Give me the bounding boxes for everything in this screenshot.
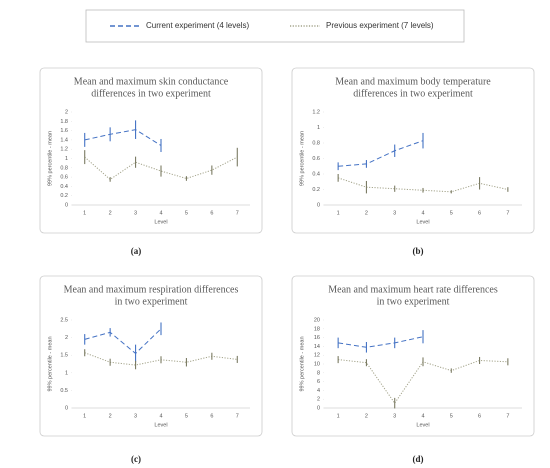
y-tick-label: 1.2 (312, 109, 320, 115)
x-tick-label: 5 (450, 413, 453, 419)
y-tick-label: 0.4 (60, 184, 68, 190)
y-tick-label: 0.4 (312, 171, 320, 177)
x-tick-label: 6 (478, 210, 481, 216)
y-tick-label: 10 (314, 361, 320, 367)
x-tick-label: 5 (450, 210, 453, 216)
chart-title: differences in two experiment (91, 88, 211, 99)
x-tick-label: 4 (159, 413, 162, 419)
x-tick-label: 2 (365, 413, 368, 419)
y-tick-label: 0 (65, 405, 68, 411)
x-tick-label: 7 (506, 210, 509, 216)
y-tick-label: 1 (317, 125, 320, 131)
x-axis-label: Level (416, 219, 429, 225)
y-tick-label: 2 (317, 397, 320, 403)
x-tick-label: 7 (236, 210, 239, 216)
y-tick-label: 0 (317, 202, 320, 208)
y-tick-label: 12 (314, 353, 320, 359)
y-axis-label: 99% percentile - mean (299, 336, 305, 391)
y-tick-label: 0.2 (312, 187, 320, 193)
x-tick-label: 5 (185, 413, 188, 419)
caption: (d) (413, 454, 424, 464)
y-tick-label: 1 (65, 156, 68, 162)
y-tick-label: 2.5 (60, 317, 68, 323)
x-axis-label: Level (154, 422, 167, 428)
panel (291, 275, 535, 437)
y-tick-label: 0.8 (312, 140, 320, 146)
x-tick-label: 6 (210, 413, 213, 419)
y-tick-label: 0.2 (60, 193, 68, 199)
chart-title: Mean and maximum skin conductance (74, 76, 229, 87)
chart-title: in two experiment (115, 296, 188, 307)
x-axis-label: Level (154, 219, 167, 225)
y-tick-label: 8 (317, 370, 320, 376)
panel (39, 67, 263, 234)
y-tick-label: 2 (65, 109, 68, 115)
y-tick-label: 1.5 (60, 353, 68, 359)
x-axis-label: Level (416, 422, 429, 428)
caption: (a) (131, 246, 142, 256)
chart-title: Mean and maximum body temperature (335, 76, 491, 87)
x-tick-label: 4 (159, 210, 162, 216)
x-tick-label: 3 (393, 210, 396, 216)
x-tick-label: 5 (185, 210, 188, 216)
y-tick-label: 0 (317, 405, 320, 411)
legend-label: Previous experiment (7 levels) (326, 21, 434, 30)
x-tick-label: 2 (109, 210, 112, 216)
x-tick-label: 1 (337, 210, 340, 216)
y-tick-label: 0.6 (60, 175, 68, 181)
x-tick-label: 2 (109, 413, 112, 419)
y-tick-label: 18 (314, 326, 320, 332)
y-axis-label: 99% percentile - mean (299, 131, 305, 186)
x-tick-label: 3 (134, 413, 137, 419)
chart-title: in two experiment (377, 296, 450, 307)
x-tick-label: 2 (365, 210, 368, 216)
y-tick-label: 0.5 (60, 388, 68, 394)
x-tick-label: 1 (83, 413, 86, 419)
y-tick-label: 14 (314, 344, 320, 350)
series-line (84, 328, 162, 355)
x-tick-label: 7 (236, 413, 239, 419)
series-line (338, 140, 424, 167)
chart-title: differences in two experiment (353, 88, 473, 99)
x-tick-label: 1 (83, 210, 86, 216)
y-tick-label: 1.4 (60, 137, 68, 143)
y-tick-label: 1.2 (60, 147, 68, 153)
caption: (b) (413, 246, 424, 256)
y-tick-label: 1 (65, 370, 68, 376)
y-tick-label: 1.6 (60, 128, 68, 134)
panel (291, 67, 535, 234)
caption: (c) (131, 454, 141, 464)
y-tick-label: 0.8 (60, 165, 68, 171)
panel (39, 275, 263, 437)
legend-label: Current experiment (4 levels) (146, 21, 249, 30)
y-axis-label: 99% percentile - mean (47, 131, 53, 186)
y-tick-label: 2 (65, 335, 68, 341)
y-tick-label: 20 (314, 317, 320, 323)
chart-title: Mean and maximum heart rate differences (328, 284, 498, 295)
series-line (338, 336, 424, 348)
y-tick-label: 6 (317, 379, 320, 385)
y-tick-label: 1.8 (60, 119, 68, 125)
series-line (84, 129, 162, 146)
x-tick-label: 7 (506, 413, 509, 419)
legend-box (85, 9, 465, 43)
y-tick-label: 16 (314, 335, 320, 341)
chart-title: Mean and maximum respiration differences (64, 284, 239, 295)
y-tick-label: 0 (65, 202, 68, 208)
x-tick-label: 4 (421, 413, 424, 419)
x-tick-label: 4 (421, 210, 424, 216)
y-axis-label: 99% percentile - mean (47, 336, 53, 391)
x-tick-label: 6 (478, 413, 481, 419)
x-tick-label: 3 (393, 413, 396, 419)
x-tick-label: 6 (210, 210, 213, 216)
y-tick-label: 4 (317, 388, 320, 394)
y-tick-label: 0.6 (312, 156, 320, 162)
x-tick-label: 3 (134, 210, 137, 216)
x-tick-label: 1 (337, 413, 340, 419)
